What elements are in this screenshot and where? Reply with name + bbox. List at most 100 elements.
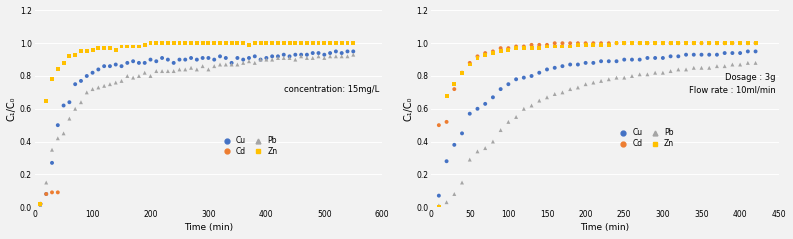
- Point: [641, 41, 653, 45]
- Point: [610, 76, 623, 80]
- Point: [347, 41, 359, 45]
- Point: [572, 43, 584, 47]
- Point: [57, 61, 70, 65]
- Point: [266, 58, 278, 61]
- Point: [463, 158, 476, 162]
- Point: [711, 53, 723, 57]
- Point: [718, 41, 731, 45]
- Point: [318, 53, 331, 57]
- Point: [634, 41, 646, 45]
- Point: [237, 58, 250, 61]
- Point: [40, 181, 52, 185]
- Point: [734, 51, 746, 55]
- Point: [197, 64, 209, 68]
- Point: [225, 63, 238, 66]
- Point: [63, 117, 75, 120]
- Point: [46, 190, 59, 194]
- Point: [711, 64, 723, 68]
- Point: [347, 49, 359, 53]
- Point: [312, 51, 325, 55]
- Point: [494, 87, 507, 91]
- Point: [665, 41, 677, 45]
- Point: [734, 41, 746, 45]
- Point: [132, 61, 145, 65]
- Point: [456, 131, 469, 135]
- Point: [556, 64, 569, 68]
- Point: [150, 59, 163, 63]
- Point: [595, 43, 607, 47]
- Point: [479, 53, 492, 57]
- Point: [40, 99, 52, 103]
- Point: [155, 69, 168, 73]
- Point: [144, 58, 157, 61]
- Point: [104, 82, 117, 86]
- Point: [525, 46, 538, 50]
- Point: [448, 82, 461, 86]
- Point: [190, 41, 203, 45]
- Point: [144, 41, 157, 45]
- Point: [626, 41, 638, 45]
- Point: [185, 56, 197, 60]
- Point: [680, 53, 692, 57]
- Point: [132, 74, 145, 78]
- Point: [312, 54, 325, 58]
- Point: [278, 41, 290, 45]
- Point: [564, 63, 577, 66]
- Point: [734, 41, 746, 45]
- Point: [179, 58, 192, 61]
- Point: [456, 71, 469, 75]
- Point: [144, 74, 157, 78]
- Point: [115, 45, 128, 49]
- Point: [533, 99, 546, 103]
- Point: [579, 82, 592, 86]
- Point: [80, 91, 93, 94]
- Point: [680, 41, 692, 45]
- Point: [155, 41, 168, 45]
- Point: [86, 48, 99, 52]
- Point: [549, 66, 561, 70]
- Point: [479, 51, 492, 55]
- Point: [52, 190, 64, 194]
- Point: [255, 58, 267, 61]
- Point: [741, 49, 754, 53]
- Point: [626, 58, 638, 61]
- Point: [518, 107, 531, 111]
- Point: [289, 53, 301, 57]
- Point: [150, 41, 163, 45]
- Point: [718, 41, 731, 45]
- Point: [518, 46, 531, 50]
- Point: [440, 94, 453, 98]
- Point: [80, 49, 93, 53]
- Point: [448, 143, 461, 147]
- Point: [440, 200, 453, 204]
- Point: [726, 51, 739, 55]
- Point: [665, 69, 677, 73]
- Point: [75, 100, 87, 104]
- Point: [127, 76, 140, 80]
- Point: [718, 51, 731, 55]
- Point: [306, 51, 319, 55]
- Point: [127, 45, 140, 49]
- Point: [649, 41, 661, 45]
- Point: [40, 192, 52, 196]
- Point: [741, 61, 754, 65]
- Point: [237, 61, 250, 65]
- Point: [549, 92, 561, 96]
- Point: [649, 56, 661, 60]
- Point: [471, 56, 484, 60]
- Point: [610, 41, 623, 45]
- Point: [208, 41, 220, 45]
- Point: [335, 54, 348, 58]
- Point: [463, 61, 476, 65]
- Point: [132, 45, 145, 49]
- Point: [341, 54, 354, 58]
- Point: [69, 53, 82, 57]
- Point: [572, 63, 584, 66]
- Point: [272, 56, 285, 60]
- Point: [248, 61, 261, 65]
- Point: [121, 74, 134, 78]
- Point: [741, 41, 754, 45]
- Point: [231, 63, 243, 66]
- Point: [283, 54, 296, 58]
- Point: [587, 81, 600, 84]
